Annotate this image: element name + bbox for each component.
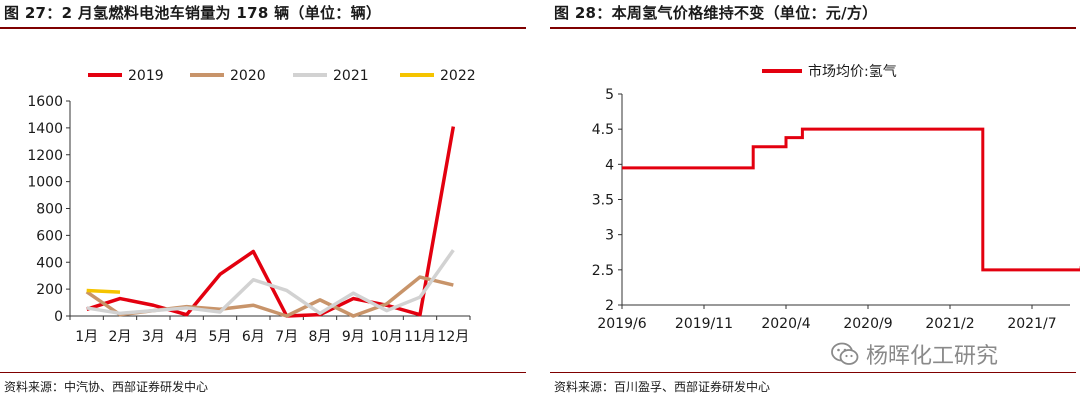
x-tick-label: 12月: [437, 329, 469, 345]
y-tick-label: 2: [605, 298, 614, 314]
source-note: 资料来源：中汽协、西部证券研发中心: [4, 380, 209, 394]
watermark: 杨晖化工研究: [830, 338, 998, 370]
y-tick-label: 400: [36, 255, 63, 271]
x-tick-label: 6月: [242, 329, 265, 345]
y-tick-label: 5: [605, 87, 614, 103]
y-tick-label: 0: [54, 309, 63, 325]
y-tick-label: 3: [605, 228, 614, 244]
legend-label: 2021: [333, 68, 369, 84]
x-tick-label: 4月: [175, 329, 198, 345]
y-tick-label: 800: [36, 202, 63, 218]
y-tick-label: 1400: [27, 121, 63, 137]
series-line-2019: [86, 126, 456, 318]
legend-label: 2020: [230, 68, 266, 84]
price-line-chart: 2 2.5 3 3.5 4 4.5 5 2019/6 2019/11 2020/4 2020/9 20…: [592, 63, 1080, 332]
series-line-hydrogen-price: [622, 127, 1080, 272]
x-tick-label: 5月: [209, 329, 232, 345]
y-tick-label: 1000: [27, 175, 63, 191]
source-divider: [550, 372, 1076, 373]
x-tick-label: 8月: [309, 329, 332, 345]
x-tick-label: 2021/7: [1007, 316, 1056, 332]
x-tick-label: 10月: [371, 329, 403, 345]
y-tick-label: 2.5: [592, 263, 614, 279]
x-tick-label: 2019/6: [597, 316, 646, 332]
y-tick-label: 3.5: [592, 193, 614, 209]
y-tick-label: 200: [36, 282, 63, 298]
x-tick-label: 2020/4: [761, 316, 810, 332]
title-divider: [550, 27, 1076, 29]
figure-title: 图 28：本周氢气价格维持不变（单位：元/方）: [554, 4, 878, 22]
x-tick-label: 2月: [109, 329, 132, 345]
legend-label: 2022: [440, 68, 476, 84]
x-tick-label: 2020/9: [843, 316, 892, 332]
x-tick-label: 2021/2: [925, 316, 974, 332]
x-tick-label: 2019/11: [675, 316, 733, 332]
series-line-2022: [86, 288, 121, 294]
x-tick-label: 11月: [404, 329, 436, 345]
x-tick-label: 7月: [275, 329, 298, 345]
y-tick-label: 4: [605, 157, 614, 173]
y-tick-label: 1600: [27, 94, 63, 110]
source-divider: [0, 372, 526, 373]
figure-title: 图 27：2 月氢燃料电池车销量为 178 辆（单位：辆）: [4, 4, 382, 22]
legend-label: 市场均价:氢气: [808, 63, 897, 80]
watermark-text: 杨晖化工研究: [866, 344, 999, 369]
legend-label: 2019: [128, 68, 164, 84]
right-figure: 图 28：本周氢气价格维持不变（单位：元/方） 2 2.5 3 3.5 4 4.5 5 201…: [550, 0, 1080, 402]
y-tick-label: 600: [36, 228, 63, 244]
x-tick-label: 1月: [75, 329, 98, 345]
y-tick-label: 4.5: [592, 122, 614, 138]
title-divider: [0, 27, 526, 29]
sales-line-chart: 0 200 400 600 800 1000 1200 1400 1600 1月 2月 3月 4月 5月 6…: [27, 68, 476, 345]
series-line-2021: [86, 249, 455, 316]
left-figure: 图 27：2 月氢燃料电池车销量为 178 辆（单位：辆） 0 200 400 600…: [0, 0, 530, 402]
source-note: 资料来源：百川盈孚、西部证券研发中心: [554, 380, 771, 394]
x-tick-label: 3月: [142, 329, 165, 345]
y-tick-label: 1200: [27, 148, 63, 164]
x-tick-label: 9月: [342, 329, 365, 345]
wechat-icon: [831, 342, 859, 365]
